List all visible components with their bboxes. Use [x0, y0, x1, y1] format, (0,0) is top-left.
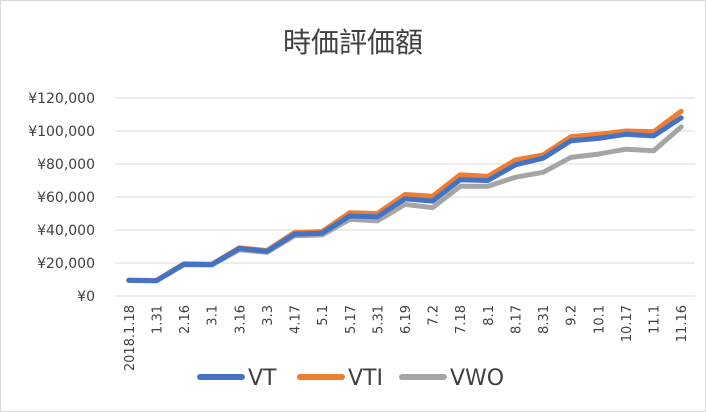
y-axis-ticks: ¥0 ¥20,000 ¥40,000 ¥60,000 ¥80,000 ¥100,000 ¥1… — [28, 91, 95, 305]
y-tick-label: ¥60,000 — [37, 190, 95, 206]
x-tick-label: 3.3 — [261, 305, 276, 326]
y-tick-label: ¥40,000 — [37, 223, 95, 239]
chart-title: 時価評価額 — [283, 26, 423, 59]
x-tick-label: 5.31 — [371, 305, 386, 334]
x-tick-label: 8.17 — [509, 305, 524, 334]
x-tick-label: 9.2 — [565, 305, 580, 326]
x-tick-label: 11.16 — [675, 305, 690, 342]
y-tick-label: ¥100,000 — [28, 124, 95, 140]
series-lines — [126, 108, 684, 284]
x-tick-label: 11.1 — [648, 305, 663, 334]
y-tick-label: ¥80,000 — [37, 157, 95, 173]
x-tick-label: 10.1 — [592, 305, 607, 334]
x-tick-label: 1.31 — [150, 305, 165, 334]
x-tick-label: 7.2 — [427, 305, 442, 326]
x-tick-label: 2018.1.18 — [123, 305, 138, 371]
series-line-vt — [126, 115, 684, 284]
x-tick-label: 3.1 — [206, 305, 221, 326]
x-tick-label: 5.17 — [344, 305, 359, 334]
x-tick-label: 2.16 — [178, 305, 193, 334]
series-line-vwo — [126, 124, 684, 284]
x-tick-label: 8.31 — [537, 305, 552, 334]
x-tick-label: 7.18 — [454, 305, 469, 334]
legend-label-vwo: VWO — [450, 366, 504, 391]
legend-label-vti: VTI — [348, 366, 383, 391]
x-tick-label: 3.16 — [233, 305, 248, 334]
x-tick-label: 6.19 — [399, 305, 414, 334]
x-tick-label: 8.1 — [482, 305, 497, 326]
y-tick-label: ¥0 — [77, 289, 95, 305]
x-tick-label: 10.17 — [620, 305, 635, 342]
x-tick-label: 4.17 — [289, 305, 304, 334]
legend-label-vt: VT — [248, 366, 277, 391]
y-tick-label: ¥120,000 — [28, 91, 95, 107]
x-tick-label: 5.1 — [316, 305, 331, 326]
legend: VT VTI VWO — [197, 366, 504, 391]
y-tick-label: ¥20,000 — [37, 256, 95, 272]
x-axis-ticks: 2018.1.18 1.31 2.16 3.1 3.16 3.3 4.17 5.1 5.17 5.… — [123, 305, 690, 371]
